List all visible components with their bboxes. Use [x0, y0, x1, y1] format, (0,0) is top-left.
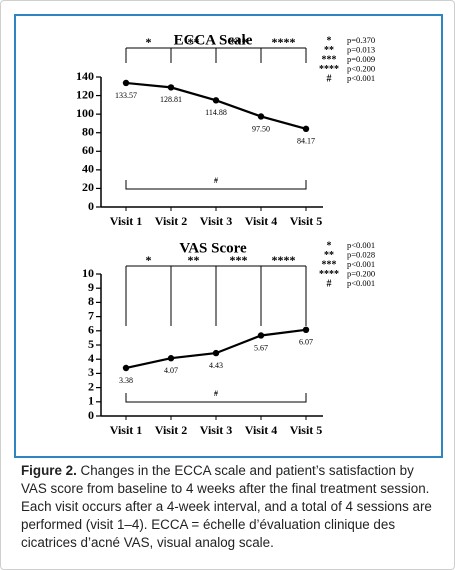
- legend-p: p<0.001: [347, 240, 375, 250]
- x-tick-label: Visit 1: [110, 423, 143, 437]
- data-point: [302, 125, 310, 133]
- bracket-marker: **: [188, 35, 200, 49]
- legend-marker: *: [327, 35, 332, 46]
- legend-p: p<0.001: [347, 259, 375, 269]
- legend-p: p<0.001: [347, 73, 375, 83]
- bracket-marker: ****: [272, 35, 296, 49]
- legend-p: p<0.001: [347, 278, 375, 288]
- data-point: [212, 97, 220, 104]
- overall-bracket: [125, 393, 307, 403]
- y-tick-label: 0: [88, 408, 94, 422]
- overall-marker: #: [214, 389, 218, 398]
- y-tick-label: 9: [88, 280, 94, 294]
- x-tick-label: Visit 1: [110, 214, 143, 228]
- overall-marker: #: [214, 176, 218, 185]
- y-tick-label: 10: [82, 266, 94, 280]
- chart-title: VAS Score: [179, 240, 247, 256]
- caption-label: Figure 2.: [21, 463, 77, 478]
- data-point: [257, 332, 265, 339]
- figure-frame: [14, 14, 443, 458]
- bracket-marker: *: [146, 253, 152, 267]
- legend-p: p=0.013: [347, 44, 375, 54]
- legend-marker: ****: [319, 269, 339, 280]
- data-point: [257, 113, 265, 120]
- legend-p: p=0.200: [347, 268, 375, 278]
- legend-marker: ****: [319, 64, 339, 75]
- y-tick-label: 100: [76, 106, 94, 120]
- legend-marker: *: [327, 240, 332, 251]
- legend-marker: **: [324, 250, 334, 261]
- data-label: 84.17: [297, 137, 315, 146]
- data-point: [167, 355, 175, 362]
- x-tick-label: Visit 2: [155, 423, 188, 437]
- y-tick-label: 20: [82, 180, 94, 194]
- y-tick-label: 4: [88, 351, 94, 365]
- data-label: 4.43: [209, 361, 223, 370]
- x-tick-label: Visit 2: [155, 214, 188, 228]
- x-tick-label: Visit 3: [200, 423, 233, 437]
- y-tick-label: 0: [88, 199, 94, 213]
- data-label: 97.50: [252, 124, 270, 133]
- bracket-marker: ***: [230, 35, 248, 49]
- x-tick-label: Visit 4: [245, 423, 278, 437]
- y-tick-label: 6: [88, 323, 94, 337]
- bracket-marker: ****: [272, 253, 296, 267]
- data-label: 4.07: [164, 366, 178, 375]
- bracket-marker: ***: [230, 253, 248, 267]
- bracket-marker: *: [146, 35, 152, 49]
- legend-marker: **: [324, 45, 334, 56]
- data-point: [302, 326, 310, 334]
- bracket-marker: **: [188, 253, 200, 267]
- y-tick-label: 120: [76, 87, 94, 101]
- x-tick-label: Visit 4: [245, 214, 278, 228]
- data-label: 3.38: [119, 376, 133, 385]
- caption: Figure 2. Changes in the ECCA scale and …: [21, 462, 439, 552]
- legend-p: p<0.200: [347, 63, 375, 73]
- data-label: 128.81: [160, 95, 182, 104]
- legend-marker: ***: [322, 259, 337, 270]
- legend-p: p=0.009: [347, 54, 375, 64]
- legend-marker: ***: [322, 54, 337, 65]
- y-tick-label: 80: [82, 124, 94, 138]
- x-tick-label: Visit 5: [290, 214, 323, 228]
- y-tick-label: 7: [88, 308, 94, 322]
- data-point: [122, 79, 130, 87]
- legend-marker: #: [327, 73, 332, 84]
- data-point: [167, 84, 175, 91]
- y-tick-label: 3: [88, 365, 94, 379]
- data-point: [122, 364, 130, 372]
- y-tick-label: 2: [88, 379, 94, 393]
- caption-text: Changes in the ECCA scale and patient’s …: [21, 463, 432, 550]
- y-tick-label: 60: [82, 143, 94, 157]
- overall-bracket: [125, 180, 307, 190]
- legend-p: p=0.370: [347, 35, 375, 45]
- y-tick-label: 40: [82, 162, 94, 176]
- data-point: [212, 349, 220, 357]
- data-label: 133.57: [115, 91, 137, 100]
- data-label: 114.88: [205, 108, 227, 117]
- chart-title: ECCA Scale: [174, 32, 253, 48]
- y-tick-label: 5: [88, 337, 94, 351]
- legend-marker: #: [327, 278, 332, 289]
- x-tick-label: Visit 5: [290, 423, 323, 437]
- y-tick-label: 8: [88, 294, 94, 308]
- y-tick-label: 140: [76, 69, 94, 83]
- data-label: 6.07: [299, 338, 313, 347]
- x-tick-label: Visit 3: [200, 214, 233, 228]
- legend-p: p=0.028: [347, 249, 375, 259]
- y-tick-label: 1: [88, 394, 94, 408]
- data-label: 5.67: [254, 343, 268, 352]
